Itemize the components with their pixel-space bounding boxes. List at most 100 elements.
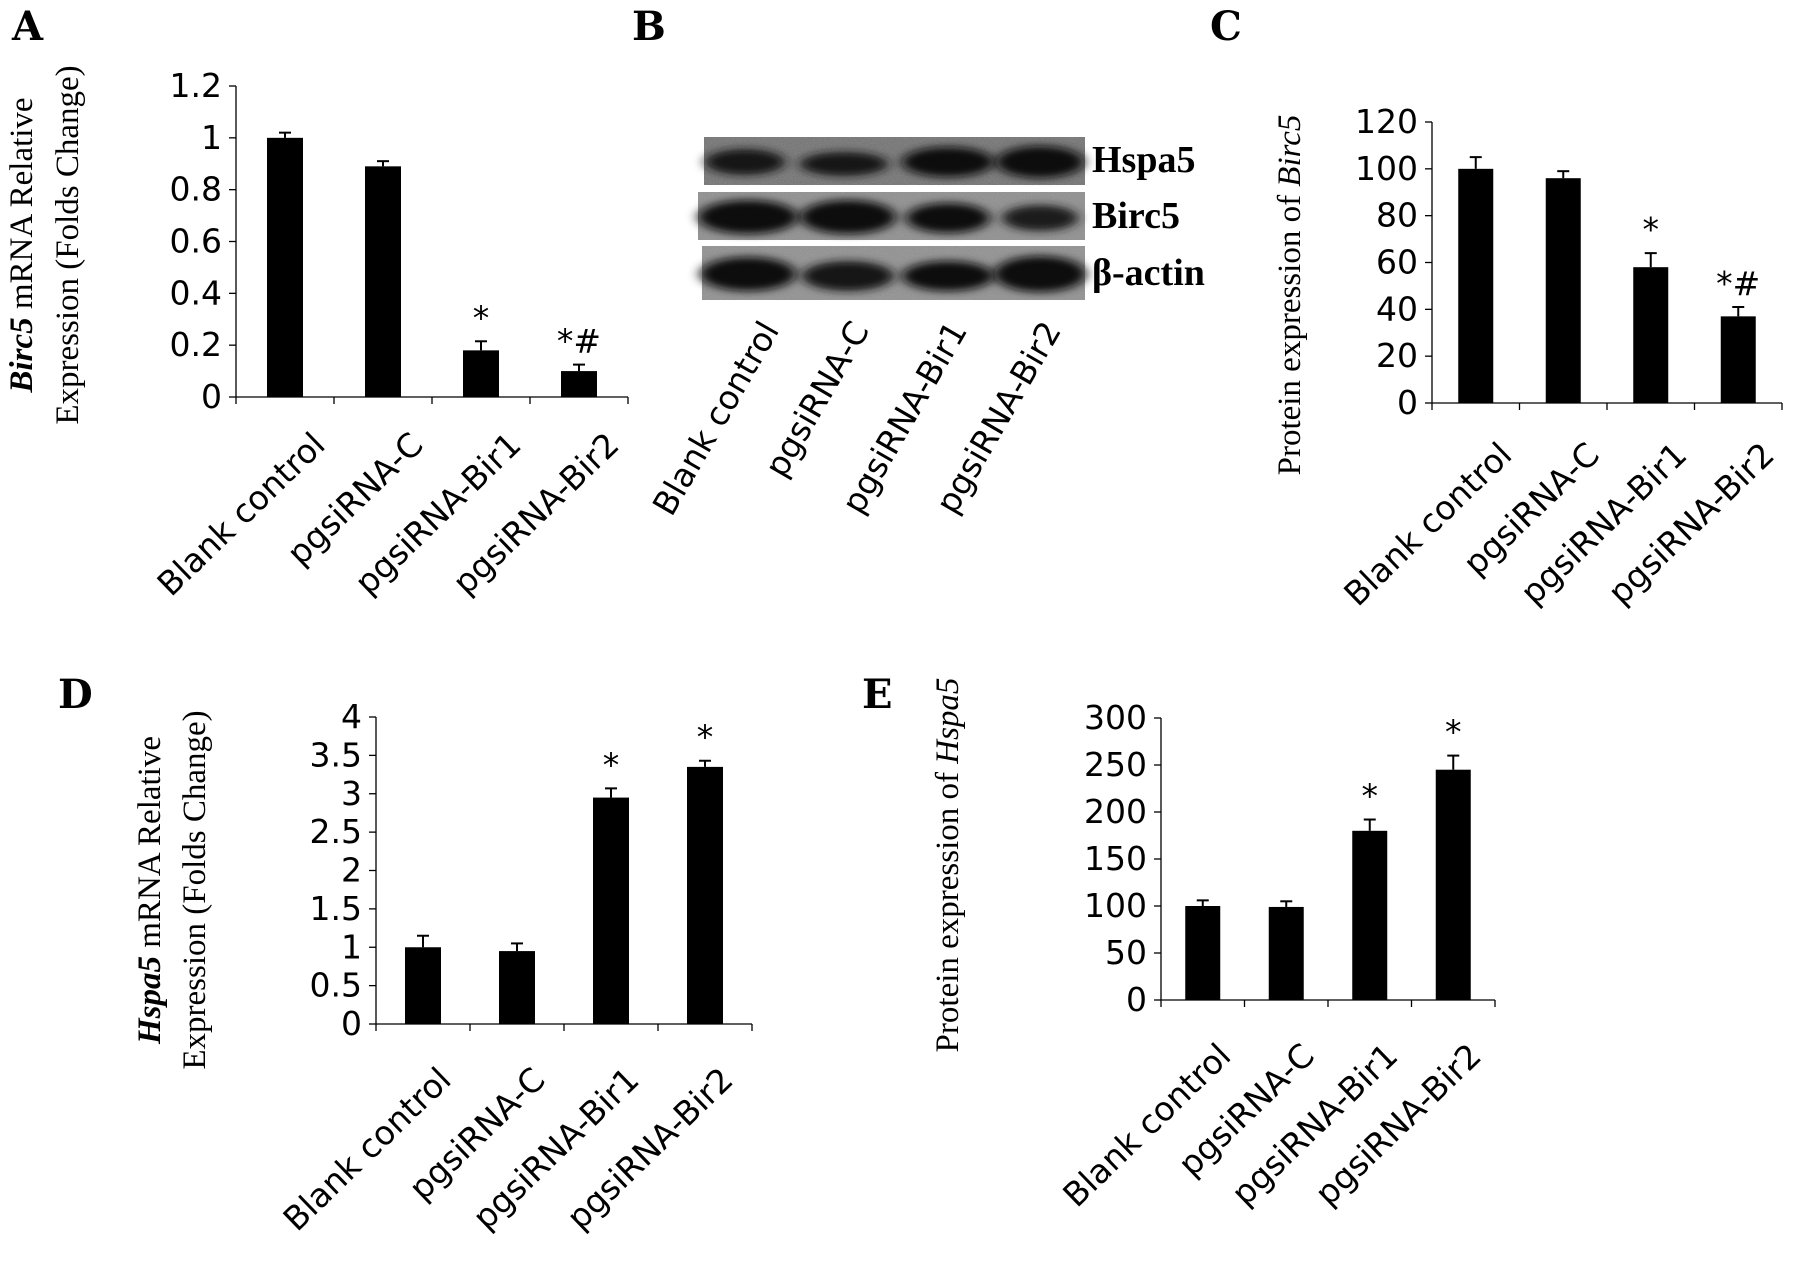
band-birc5-lane1 (698, 200, 798, 234)
blot-strip-beta-actin (700, 246, 1086, 300)
bar-a (267, 137, 303, 398)
western-blot: Hspa5 Birc5 β-actin Blank control pgsiRN… (645, 137, 1205, 522)
bar-c (1545, 178, 1581, 403)
y-axis-title-gene-c: Birc5 (1272, 115, 1308, 187)
y-tick-label-e: 50 (1105, 933, 1147, 972)
y-tick-label-c: 60 (1376, 243, 1418, 282)
y-axis-title-gene-d: Hspa5 (132, 956, 168, 1045)
blot-strip-hspa5 (704, 137, 1085, 185)
bar-d (593, 797, 629, 1024)
y-tick-label-d: 2 (341, 851, 362, 890)
y-tick-label-c: 100 (1355, 149, 1418, 188)
y-tick-label-d: 1 (341, 927, 362, 966)
y-tick-label-a: 1.2 (170, 66, 222, 105)
panel-letter-d: D (58, 671, 93, 718)
y-tick-label-c: 80 (1376, 196, 1418, 235)
bar-c (1633, 267, 1669, 403)
y-tick-label-e: 200 (1084, 792, 1147, 831)
panel-letter-a: A (11, 3, 44, 50)
y-axis-title-a: Birc5 mRNA Relative (4, 97, 40, 393)
band-actin-lane4 (994, 256, 1086, 292)
band-hspa5-lane1 (705, 149, 785, 175)
y-tick-label-d: 3.5 (310, 735, 362, 774)
y-tick-label-e: 250 (1084, 745, 1147, 784)
significance-mark-e: * (1362, 777, 1379, 816)
y-axis-title-gene-e: Hspa5 (930, 678, 966, 765)
y-axis-title-text-c: Protein expression of (1272, 187, 1308, 476)
bar-a (561, 371, 597, 397)
y-tick-label-c: 20 (1376, 336, 1418, 375)
y-tick-label-a: 0.8 (170, 170, 222, 209)
y-tick-label-e: 0 (1126, 980, 1147, 1019)
bar-d (687, 766, 723, 1024)
bar-d (499, 951, 535, 1024)
y-tick-label-c: 0 (1397, 383, 1418, 422)
band-hspa5-lane4 (996, 146, 1084, 178)
band-birc5-lane3 (906, 203, 990, 233)
y-tick-label-d: 4 (341, 697, 362, 736)
bar-e (1185, 906, 1221, 1000)
band-actin-lane2 (802, 261, 894, 291)
category-label-d: pgsiRNA-Bir1 (465, 1060, 647, 1237)
bar-a (365, 166, 401, 397)
bar-a (463, 350, 499, 397)
category-label-a: pgsiRNA-Bir1 (347, 425, 529, 602)
category-label-a: Blank control (149, 425, 332, 604)
y-axis-title-text-d: mRNA Relative (132, 736, 168, 956)
y-tick-label-a: 0.6 (170, 222, 222, 261)
bar-e (1435, 769, 1471, 1000)
y-axis-title-c: Protein expression of Birc5 (1272, 115, 1308, 476)
blot-strip-birc5 (698, 192, 1085, 240)
y-tick-label-d: 0 (341, 1004, 362, 1043)
y-axis-title-line2-d: Expression (Folds Change) (177, 710, 213, 1069)
y-tick-label-a: 0.2 (170, 325, 222, 364)
y-axis-title-gene-a: Birc5 (4, 317, 40, 393)
y-tick-label-a: 0 (201, 377, 222, 416)
y-tick-label-e: 100 (1084, 886, 1147, 925)
band-birc5-lane2 (800, 200, 896, 234)
y-tick-label-c: 120 (1355, 102, 1418, 141)
bar-e (1352, 830, 1388, 1000)
blot-label-hspa5: Hspa5 (1092, 139, 1195, 181)
significance-mark-d: * (697, 718, 714, 757)
blot-lane-label-1: Blank control (645, 315, 787, 522)
significance-mark-c: * (1643, 210, 1660, 249)
y-tick-label-d: 3 (341, 774, 362, 813)
band-hspa5-lane2 (800, 152, 888, 176)
significance-mark-c: *# (1716, 264, 1760, 303)
bar-e (1268, 906, 1304, 1000)
y-axis-title-line2-a: Expression (Folds Change) (50, 65, 86, 424)
blot-label-beta-actin: β-actin (1092, 252, 1205, 294)
y-tick-label-d: 2.5 (310, 812, 362, 851)
band-actin-lane1 (700, 257, 796, 291)
y-tick-label-a: 1 (201, 118, 222, 157)
category-label-d: Blank control (275, 1060, 458, 1239)
significance-mark-a: * (473, 298, 490, 337)
significance-mark-d: * (603, 745, 620, 784)
y-axis-title-text-e: Protein expression of (930, 764, 966, 1053)
bar-d (405, 947, 441, 1024)
y-tick-label-a: 0.4 (170, 273, 222, 312)
y-tick-label-d: 0.5 (310, 966, 362, 1005)
y-tick-label-e: 300 (1084, 698, 1147, 737)
y-axis-title-d: Hspa5 mRNA Relative (132, 736, 168, 1045)
panel-letter-c: C (1210, 3, 1242, 50)
panel-letter-e: E (862, 671, 893, 718)
y-tick-label-d: 1.5 (310, 889, 362, 928)
y-axis-title-e: Protein expression of Hspa5 (930, 678, 966, 1053)
band-hspa5-lane3 (902, 147, 994, 177)
significance-mark-e: * (1445, 713, 1462, 752)
y-axis-title-text-a: mRNA Relative (4, 97, 40, 317)
category-label-a: pgsiRNA-Bir2 (445, 425, 627, 602)
band-actin-lane3 (902, 261, 994, 291)
panel-letter-b: B (632, 3, 666, 50)
band-birc5-lane4 (1002, 205, 1078, 231)
significance-mark-a: *# (557, 322, 601, 361)
bar-c (1458, 168, 1494, 403)
y-tick-label-c: 40 (1376, 289, 1418, 328)
